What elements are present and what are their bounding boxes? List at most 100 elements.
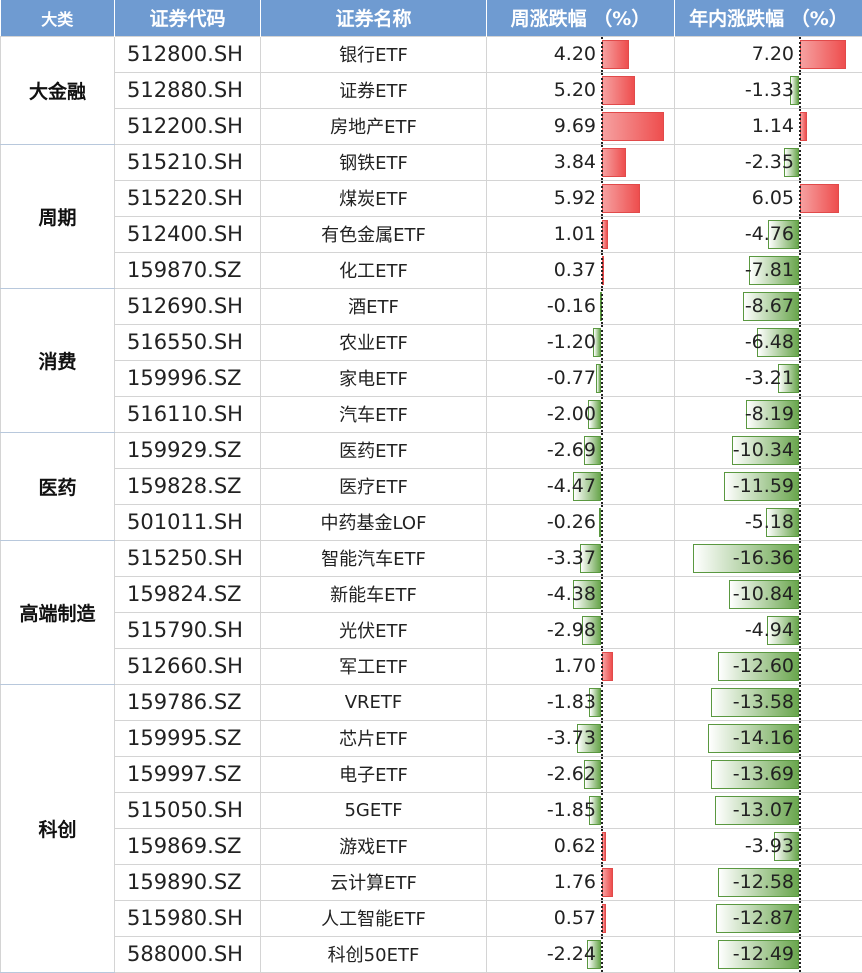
ytd-cell: -16.36 bbox=[675, 540, 862, 576]
ytd-cell: -12.60 bbox=[675, 648, 862, 684]
ytd-cell: -11.59 bbox=[675, 468, 862, 504]
ytd-cell: -7.81 bbox=[675, 252, 862, 288]
week-value: -1.85 bbox=[547, 793, 596, 828]
week-cell: -1.85 bbox=[487, 792, 675, 828]
ytd-value: 7.20 bbox=[752, 37, 794, 72]
ytd-cell: -10.34 bbox=[675, 432, 862, 468]
ytd-value: -12.58 bbox=[733, 865, 794, 900]
week-value: -2.24 bbox=[547, 937, 596, 972]
ytd-value: -11.59 bbox=[733, 469, 794, 504]
code-cell: 512200.SH bbox=[115, 108, 261, 144]
ytd-value: -12.87 bbox=[733, 901, 794, 936]
week-value: -3.73 bbox=[547, 721, 596, 756]
ytd-value: -4.94 bbox=[745, 613, 794, 648]
code-cell: 515250.SH bbox=[115, 540, 261, 576]
week-cell: -3.73 bbox=[487, 720, 675, 756]
code-cell: 588000.SH bbox=[115, 936, 261, 972]
ytd-value: -12.60 bbox=[733, 649, 794, 684]
week-zero-axis bbox=[601, 181, 603, 216]
week-zero-axis bbox=[601, 37, 603, 72]
code-cell: 515790.SH bbox=[115, 612, 261, 648]
week-cell: -2.00 bbox=[487, 396, 675, 432]
category-cell: 大金融 bbox=[1, 36, 115, 144]
ytd-cell: -8.67 bbox=[675, 288, 862, 324]
ytd-cell: -4.76 bbox=[675, 216, 862, 252]
week-value: 0.37 bbox=[554, 253, 596, 288]
week-cell: -2.24 bbox=[487, 936, 675, 972]
ytd-cell: -3.21 bbox=[675, 360, 862, 396]
week-cell: -2.62 bbox=[487, 756, 675, 792]
ytd-bar bbox=[800, 40, 846, 69]
category-cell: 科创 bbox=[1, 684, 115, 972]
week-cell: -1.83 bbox=[487, 684, 675, 720]
name-cell: 化工ETF bbox=[261, 252, 487, 288]
week-zero-axis bbox=[601, 613, 603, 648]
code-cell: 512880.SH bbox=[115, 72, 261, 108]
ytd-value: -2.35 bbox=[745, 145, 794, 180]
name-cell: 医疗ETF bbox=[261, 468, 487, 504]
ytd-zero-axis bbox=[799, 109, 801, 144]
header-ytd: 年内涨跌幅 （%） bbox=[675, 0, 862, 36]
ytd-value: -4.76 bbox=[745, 217, 794, 252]
week-zero-axis bbox=[601, 829, 603, 864]
week-bar bbox=[602, 76, 635, 105]
week-cell: -4.47 bbox=[487, 468, 675, 504]
week-zero-axis bbox=[601, 469, 603, 504]
week-value: -1.83 bbox=[547, 685, 596, 720]
code-cell: 159870.SZ bbox=[115, 252, 261, 288]
name-cell: 云计算ETF bbox=[261, 864, 487, 900]
week-cell: -4.38 bbox=[487, 576, 675, 612]
code-cell: 159997.SZ bbox=[115, 756, 261, 792]
week-zero-axis bbox=[601, 793, 603, 828]
name-cell: 钢铁ETF bbox=[261, 144, 487, 180]
week-zero-axis bbox=[601, 433, 603, 468]
name-cell: 房地产ETF bbox=[261, 108, 487, 144]
week-cell: -0.77 bbox=[487, 360, 675, 396]
ytd-value: -7.81 bbox=[745, 253, 794, 288]
name-cell: 中药基金LOF bbox=[261, 504, 487, 540]
week-cell: -2.98 bbox=[487, 612, 675, 648]
week-zero-axis bbox=[601, 937, 603, 972]
week-bar bbox=[602, 868, 613, 897]
ytd-cell: -12.87 bbox=[675, 900, 862, 936]
name-cell: 军工ETF bbox=[261, 648, 487, 684]
week-cell: 0.57 bbox=[487, 900, 675, 936]
ytd-zero-axis bbox=[799, 613, 801, 648]
code-cell: 159869.SZ bbox=[115, 828, 261, 864]
ytd-value: -10.84 bbox=[733, 577, 794, 612]
week-value: -2.69 bbox=[547, 433, 596, 468]
code-cell: 516110.SH bbox=[115, 396, 261, 432]
week-value: -4.38 bbox=[547, 577, 596, 612]
ytd-zero-axis bbox=[799, 901, 801, 936]
ytd-zero-axis bbox=[799, 181, 801, 216]
name-cell: 酒ETF bbox=[261, 288, 487, 324]
ytd-cell: -12.58 bbox=[675, 864, 862, 900]
ytd-value: 6.05 bbox=[752, 181, 794, 216]
ytd-cell: -13.07 bbox=[675, 792, 862, 828]
week-cell: -0.16 bbox=[487, 288, 675, 324]
ytd-zero-axis bbox=[799, 289, 801, 324]
code-cell: 515210.SH bbox=[115, 144, 261, 180]
ytd-zero-axis bbox=[799, 865, 801, 900]
ytd-cell: -1.33 bbox=[675, 72, 862, 108]
week-zero-axis bbox=[601, 901, 603, 936]
week-value: -0.77 bbox=[547, 361, 596, 396]
code-cell: 159828.SZ bbox=[115, 468, 261, 504]
ytd-cell: 7.20 bbox=[675, 36, 862, 72]
code-cell: 516550.SH bbox=[115, 324, 261, 360]
week-value: 1.70 bbox=[554, 649, 596, 684]
category-cell: 消费 bbox=[1, 288, 115, 432]
week-value: 0.62 bbox=[554, 829, 596, 864]
name-cell: 证券ETF bbox=[261, 72, 487, 108]
week-zero-axis bbox=[601, 217, 603, 252]
week-cell: 3.84 bbox=[487, 144, 675, 180]
